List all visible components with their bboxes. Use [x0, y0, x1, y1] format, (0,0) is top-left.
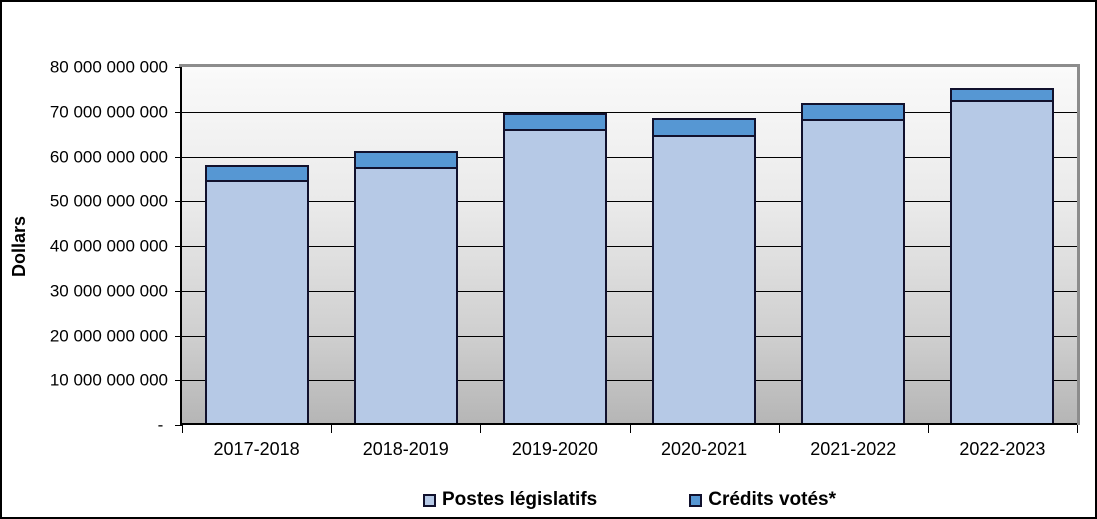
bar-segment-cr-dits-vot-s- [652, 117, 757, 137]
legend-item-1: Postes législatifs [422, 489, 598, 511]
gridline [182, 246, 1077, 247]
legend-label: Postes législatifs [441, 489, 598, 510]
x-tick [629, 425, 631, 433]
y-tick [175, 335, 182, 337]
gridline [182, 111, 1077, 113]
gridline [182, 380, 1077, 382]
bar-segment-postes-l-gislatifs [353, 166, 458, 425]
gridline [182, 335, 1077, 337]
gridline [182, 290, 1077, 292]
x-category-label: 2021-2022 [810, 439, 897, 459]
bar-segment-cr-dits-vot-s- [204, 165, 309, 183]
x-category-label: 2022-2023 [959, 439, 1046, 459]
x-tick [182, 425, 183, 433]
legend-item-2: Crédits votés* [689, 489, 836, 511]
y-tick-label: 70 000 000 000 [49, 102, 168, 122]
gridline [182, 156, 1077, 158]
y-tick-label: 40 000 000 000 [49, 236, 168, 256]
legend-label: Crédits votés* [708, 489, 836, 510]
legend-marker-icon [689, 493, 703, 507]
y-tick [175, 290, 182, 292]
x-tick [480, 425, 482, 433]
bar-segment-cr-dits-vot-s- [502, 113, 607, 132]
y-tick [175, 111, 182, 113]
y-tick-label: 80 000 000 000 [49, 57, 168, 77]
bar-segment-postes-l-gislatifs [204, 180, 309, 425]
y-tick [175, 425, 182, 426]
x-category-label: 2019-2020 [511, 439, 598, 459]
x-tick [927, 425, 929, 433]
bar-segment-cr-dits-vot-s- [801, 103, 906, 121]
y-tick [175, 380, 182, 382]
y-tick-label: 30 000 000 000 [49, 281, 168, 301]
legend-marker-icon [422, 493, 436, 507]
plot-border-right [1077, 64, 1080, 425]
x-category-label: 2017-2018 [213, 439, 300, 459]
x-tick [1077, 425, 1078, 433]
plot-border-top [179, 64, 1080, 67]
y-tick [175, 67, 182, 68]
gridline [182, 201, 1077, 203]
bar-segment-cr-dits-vot-s- [950, 87, 1055, 103]
y-tick [175, 156, 182, 158]
x-axis-line [180, 423, 1077, 425]
x-tick [331, 425, 333, 433]
y-tick-label: 10 000 000 000 [49, 370, 168, 390]
y-tick-label: - [157, 415, 168, 435]
bar-segment-postes-l-gislatifs [652, 134, 757, 425]
y-tick-label: 20 000 000 000 [49, 326, 168, 345]
y-tick-label: 50 000 000 000 [49, 191, 168, 211]
plot-area [182, 67, 1077, 425]
x-tick [778, 425, 780, 433]
y-tick [175, 246, 182, 247]
x-category-label: 2018-2019 [362, 439, 449, 459]
legend: Postes législatifs Crédits votés* [182, 489, 1077, 511]
bar-segment-postes-l-gislatifs [801, 118, 906, 425]
bar-segment-cr-dits-vot-s- [353, 151, 458, 169]
y-tick [175, 201, 182, 203]
y-tick-label: 60 000 000 000 [49, 147, 168, 166]
x-category-label: 2020-2021 [661, 439, 748, 459]
bar-segment-postes-l-gislatifs [502, 129, 607, 425]
bar-segment-postes-l-gislatifs [950, 100, 1055, 425]
